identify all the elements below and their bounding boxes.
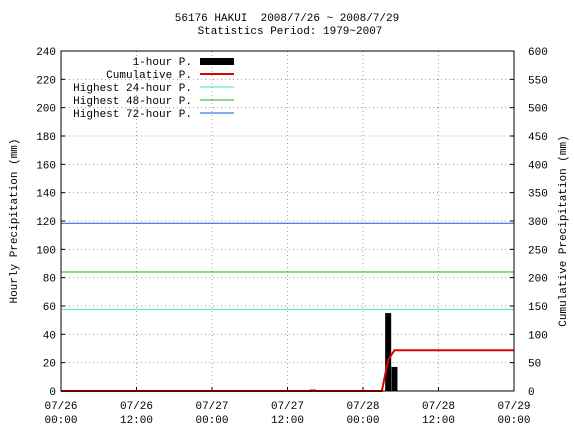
legend-label: Highest 48-hour P. [73, 96, 192, 108]
y-tick-label: 220 [36, 75, 56, 87]
y2-tick-label: 200 [528, 274, 548, 286]
x-tick-label-line: 12:00 [271, 415, 304, 427]
x-tick-label-line: 07/28 [422, 401, 455, 413]
y-tick-label: 120 [36, 217, 56, 229]
x-tick-label-line: 07/28 [346, 401, 379, 413]
x-tick-label: 07/27 00:00 [195, 401, 228, 427]
y2-tick-label: 400 [528, 160, 548, 172]
legend-label: Highest 72-hour P. [73, 109, 192, 121]
x-tick-label: 07/28 12:00 [422, 401, 455, 427]
y2-tick-label: 0 [528, 387, 535, 399]
x-tick-label-line: 12:00 [422, 415, 455, 427]
y-tick-label: 80 [43, 274, 56, 286]
y2-tick-label: 300 [528, 217, 548, 229]
y-tick-label: 0 [49, 387, 56, 399]
y-tick-label: 160 [36, 160, 56, 172]
y2-tick-label: 50 [528, 359, 541, 371]
y2-tick-label: 600 [528, 47, 548, 59]
y2-tick-label: 450 [528, 132, 548, 144]
legend-label: 1-hour P. [133, 57, 192, 69]
y-tick-label: 180 [36, 132, 56, 144]
y2-tick-label: 250 [528, 245, 548, 257]
x-tick-label: 07/26 00:00 [44, 401, 77, 427]
y2-tick-label: 350 [528, 189, 548, 201]
x-tick-label-line: 07/27 [195, 401, 228, 413]
x-tick-label-line: 00:00 [44, 415, 77, 427]
x-tick-label: 07/27 12:00 [271, 401, 304, 427]
y-tick-label: 240 [36, 47, 56, 59]
y2-axis-title: Cumulative Precipitation (mm) [558, 135, 570, 326]
line [61, 349, 514, 392]
plot-frame [60, 50, 515, 392]
x-tick-label-line: 00:00 [346, 415, 379, 427]
x-tick-label: 07/29 00:00 [497, 401, 530, 427]
x-tick-label-line: 00:00 [497, 415, 530, 427]
legend-label: Cumulative P. [106, 70, 192, 82]
y2-tick-label: 500 [528, 104, 548, 116]
x-tick-label-line: 07/26 [120, 401, 153, 413]
y2-tick-label: 100 [528, 330, 548, 342]
x-tick-label-line: 07/29 [497, 401, 530, 413]
x-tick-label-line: 07/27 [271, 401, 304, 413]
y-axis-title: Hourly Precipitation (mm) [9, 138, 21, 303]
bar [385, 313, 392, 391]
x-tick-label: 07/28 00:00 [346, 401, 379, 427]
y-tick-label: 100 [36, 245, 56, 257]
x-tick-label-line: 12:00 [120, 415, 153, 427]
bar [391, 366, 398, 391]
x-tick-label: 07/26 12:00 [120, 401, 153, 427]
x-tick-label-line: 00:00 [195, 415, 228, 427]
y2-tick-label: 550 [528, 75, 548, 87]
x-tick-label-line: 07/26 [44, 401, 77, 413]
y-tick-label: 60 [43, 302, 56, 314]
y2-tick-label: 150 [528, 302, 548, 314]
legend-swatch [200, 58, 234, 65]
chart-title: 56176 HAKUI 2008/7/26 ~ 2008/7/29 [175, 13, 399, 25]
y-tick-label: 200 [36, 104, 56, 116]
y-tick-label: 40 [43, 330, 56, 342]
chart-subtitle: Statistics Period: 1979~2007 [198, 26, 383, 38]
y-tick-label: 140 [36, 189, 56, 201]
legend-label: Highest 24-hour P. [73, 83, 192, 95]
y-tick-label: 20 [43, 359, 56, 371]
